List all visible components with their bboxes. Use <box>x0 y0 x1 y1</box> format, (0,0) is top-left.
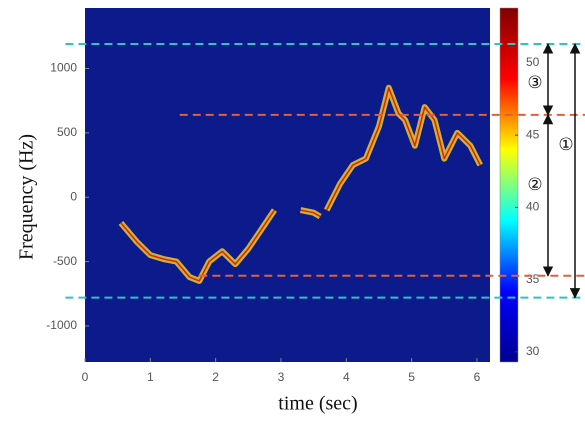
x-tick-label: 3 <box>278 370 285 384</box>
energy-peak <box>326 87 481 211</box>
x-tick-label: 1 <box>147 370 154 384</box>
x-tick-label: 5 <box>408 370 415 384</box>
colorbar <box>499 7 519 363</box>
plot-background <box>85 8 490 362</box>
x-tick-label: 0 <box>82 370 89 384</box>
y-tick-label: -500 <box>53 254 77 268</box>
colorbar-tick-label: 30 <box>526 344 540 358</box>
energy-peak <box>120 209 276 282</box>
x-tick-label: 4 <box>343 370 350 384</box>
colorbar-tick-label: 45 <box>526 127 540 141</box>
colorbar-tick-label: 35 <box>526 272 540 286</box>
y-axis-label: Frequency (Hz) <box>16 134 38 260</box>
energy-peak <box>300 209 321 218</box>
x-axis-label: time (sec) <box>278 393 357 415</box>
range-label: ③ <box>527 73 542 93</box>
x-tick-label: 6 <box>474 370 481 384</box>
colorbar-tick-label: 40 <box>526 200 540 214</box>
y-tick-label: 0 <box>70 189 77 203</box>
colorbar-tick-label: 50 <box>526 55 540 69</box>
range-label: ① <box>558 135 573 155</box>
x-tick-label: 2 <box>212 370 219 384</box>
y-tick-label: 1000 <box>50 61 77 75</box>
y-tick-label: 500 <box>57 125 77 139</box>
y-tick-label: -1000 <box>46 318 77 332</box>
range-label: ② <box>527 175 542 195</box>
